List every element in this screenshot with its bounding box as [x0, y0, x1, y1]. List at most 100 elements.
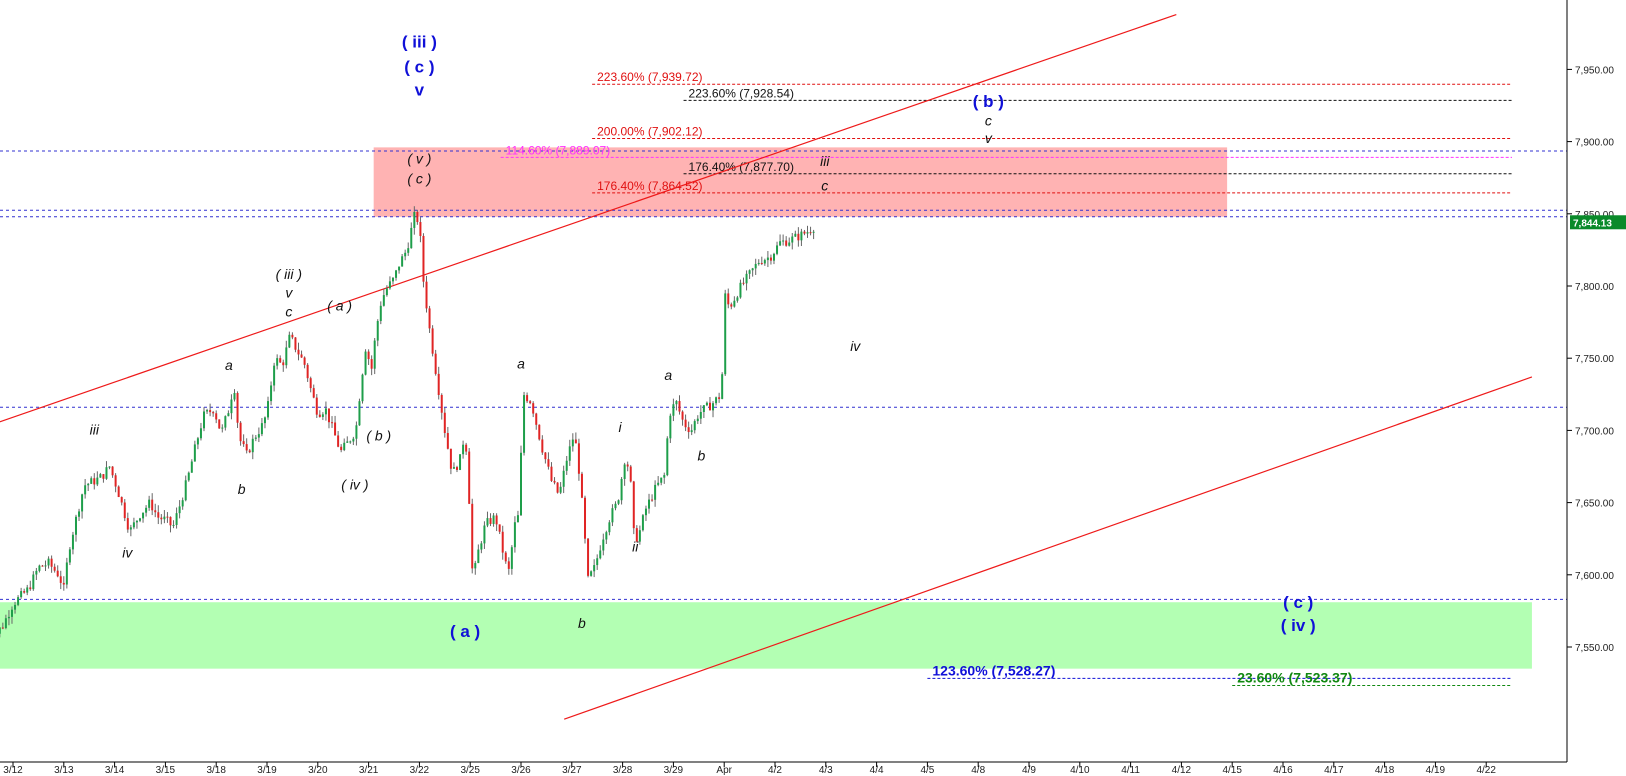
candle-body [705, 402, 708, 406]
candle-body [449, 448, 452, 469]
candle-body [748, 270, 751, 274]
wave-label: ( iii ) [402, 33, 437, 52]
candle-body [419, 222, 422, 236]
candle-body [157, 512, 160, 518]
candle-body [504, 552, 507, 562]
candle-body [590, 571, 593, 576]
candle-body [215, 413, 218, 420]
candle-body [367, 351, 370, 360]
candle-body [120, 497, 123, 503]
candle-body [309, 378, 312, 389]
candle-body [690, 430, 693, 433]
candle-body [401, 256, 404, 267]
candle-body [516, 515, 519, 523]
fib-label: 123.60% (7,528.27) [932, 662, 1055, 678]
resistance-zone [373, 147, 1228, 217]
candle-body [276, 358, 279, 366]
candle-body [206, 410, 209, 412]
candle-body [751, 268, 754, 271]
candle-body [660, 477, 663, 483]
candle-body [498, 524, 501, 532]
candle-body [337, 435, 340, 447]
x-tick-label: 4/16 [1273, 765, 1293, 776]
candle-body [687, 427, 690, 433]
candle-body [285, 347, 288, 366]
wave-label: v [285, 285, 293, 301]
x-tick-label: 4/17 [1324, 765, 1344, 776]
candle-body [608, 522, 611, 533]
candle-body [102, 474, 105, 479]
candle-body [584, 497, 587, 539]
x-tick-label: Apr [716, 765, 732, 776]
candle-body [635, 528, 638, 542]
x-tick-label: 3/20 [308, 765, 328, 776]
candle-body [809, 232, 812, 234]
candle-body [702, 405, 705, 412]
candle-body [139, 518, 141, 521]
candle-body [312, 388, 315, 398]
x-tick-label: 4/18 [1375, 765, 1395, 776]
candle-body [739, 282, 742, 298]
candle-body [544, 452, 547, 460]
candle-body [187, 472, 190, 481]
candle-body [74, 516, 77, 535]
x-tick-label: 3/14 [105, 765, 125, 776]
candle-body [38, 565, 41, 571]
candle-body [123, 502, 126, 519]
x-tick-label: 3/19 [257, 765, 277, 776]
x-tick-label: 4/10 [1070, 765, 1090, 776]
y-tick-label: 7,650.00 [1575, 499, 1614, 510]
fib-levels-layer: 223.60% (7,939.72) 223.60% (7,928.54) 200.… [500, 70, 1512, 686]
candle-body [391, 277, 394, 282]
trend-line [0, 13, 1177, 423]
candle-body [181, 500, 184, 507]
x-tick-label: 3/29 [664, 765, 684, 776]
candle-body [455, 467, 458, 470]
candle-body [1, 627, 4, 629]
candle-body [4, 618, 7, 629]
candle-body [29, 587, 32, 590]
candle-body [184, 480, 187, 501]
trend-line [563, 376, 1533, 720]
x-tick-label: 4/19 [1426, 765, 1446, 776]
candle-body [712, 403, 715, 411]
candle-body [398, 266, 401, 271]
candle-body [617, 500, 620, 504]
candle-body [651, 499, 654, 501]
candle-body [99, 474, 102, 478]
x-tick-label: 3/21 [359, 765, 379, 776]
fib-label: 176.40% (7,864.52) [597, 179, 702, 193]
candle-body [212, 412, 215, 414]
candle-body [462, 444, 465, 455]
candle-body [446, 433, 449, 449]
candle-body [361, 374, 364, 402]
candle-body [565, 460, 568, 471]
wave-label: ( b ) [366, 428, 391, 444]
candle-body [7, 616, 10, 619]
candle-body [273, 365, 276, 386]
candle-body [343, 442, 346, 451]
candle-body [681, 411, 684, 420]
candle-body [779, 241, 782, 246]
x-tick-label: 3/25 [460, 765, 480, 776]
candle-body [44, 565, 47, 567]
candle-body [803, 231, 806, 234]
candle-body [501, 531, 504, 553]
candle-body [754, 263, 757, 269]
candle-body [724, 293, 727, 375]
candle-body [65, 562, 68, 585]
wave-label: a [225, 357, 233, 373]
candle-body [553, 480, 556, 483]
candle-body [638, 530, 641, 542]
wave-label: ( iii ) [276, 266, 302, 282]
candle-body [160, 517, 163, 520]
candle-body [303, 357, 306, 365]
x-tick-label: 3/15 [156, 765, 176, 776]
candle-body [355, 425, 358, 439]
candle-body [626, 464, 629, 467]
candle-body [169, 516, 172, 526]
y-tick-label: 7,800.00 [1575, 282, 1614, 293]
x-tick-label: 4/12 [1172, 765, 1192, 776]
candle-body [53, 566, 56, 571]
candle-body [62, 582, 65, 585]
